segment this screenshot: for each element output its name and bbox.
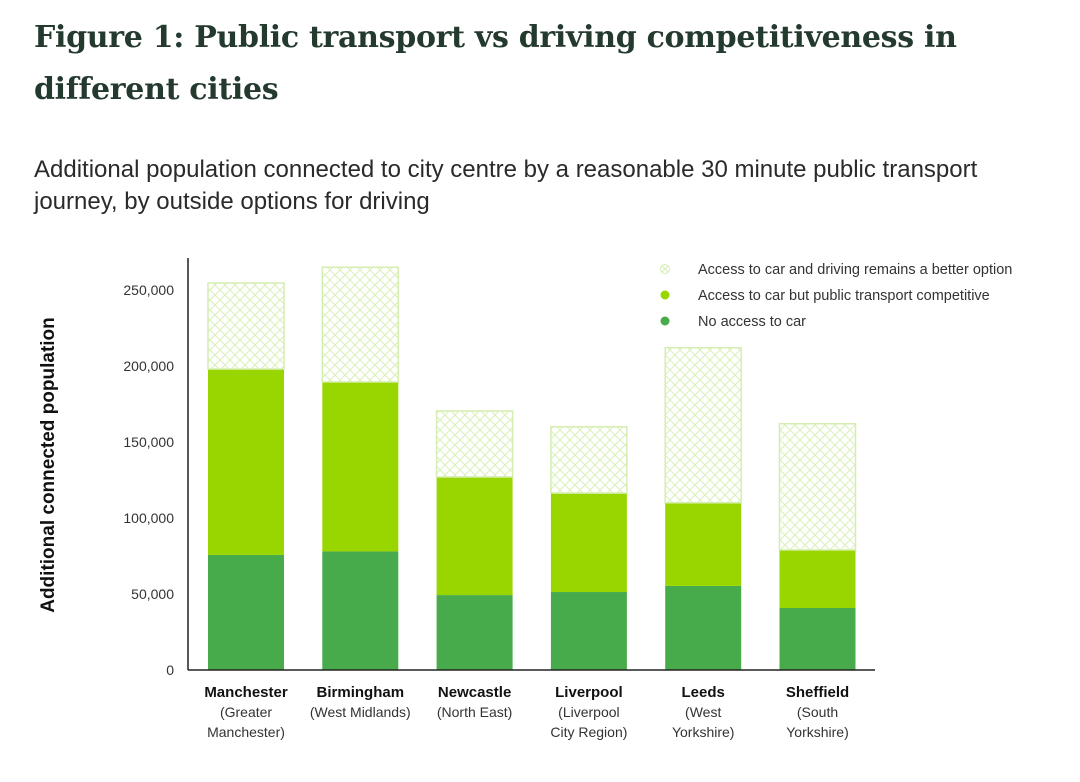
y-tick-label: 100,000: [123, 510, 174, 526]
y-axis-label: Additional connected population: [38, 317, 59, 613]
bar-segment-driving-better: [778, 423, 857, 551]
x-tick-label: Newcastle: [438, 684, 511, 701]
x-tick-sublabel: Yorkshire): [672, 724, 735, 740]
legend-label: No access to car: [698, 314, 806, 330]
bar-segment-no-car: [779, 607, 856, 670]
bar-segment-pt-competitive: [779, 549, 856, 608]
bar-segment-no-car: [550, 592, 627, 670]
bar-segment-pt-competitive: [322, 381, 399, 552]
x-tick-label: Birmingham: [317, 684, 405, 701]
bar-segment-pt-competitive: [208, 369, 284, 555]
x-axis: Manchester (Greater Manchester) Birmingham (…: [188, 669, 875, 740]
bar-segment-driving-better: [321, 266, 400, 383]
legend: Access to car and driving remains a bett…: [660, 262, 1012, 330]
y-tick-label: 250,000: [123, 282, 174, 298]
y-tick-label: 0: [166, 662, 174, 678]
x-tick-sublabel: (North East): [437, 704, 512, 720]
figure-title: Figure 1: Public transport vs driving co…: [34, 20, 957, 107]
bar-segment-pt-competitive: [665, 502, 742, 586]
chart-subtitle: Additional population connected to city …: [34, 156, 978, 215]
x-tick-sublabel: (Liverpool: [558, 704, 619, 720]
x-tick-label: Sheffield: [786, 684, 849, 701]
bar-segment-pt-competitive: [550, 493, 627, 593]
x-tick-label: Manchester: [204, 684, 288, 701]
bar-segment-pt-competitive: [436, 476, 513, 596]
x-tick-sublabel: (South: [797, 704, 838, 720]
bar-segment-no-car: [322, 551, 399, 670]
x-tick-sublabel: (West Midlands): [310, 704, 411, 720]
bar-segment-no-car: [436, 595, 513, 670]
bar-segment-driving-better: [550, 426, 628, 494]
x-tick-label: Leeds: [682, 684, 725, 701]
bars-group: [207, 266, 857, 670]
bar-segment-no-car: [208, 554, 284, 670]
bar-segment-driving-better: [435, 410, 514, 478]
x-tick-sublabel: City Region): [550, 724, 627, 740]
y-tick-label: 50,000: [131, 586, 174, 602]
x-tick-sublabel: (West: [685, 704, 721, 720]
bar-segment-driving-better: [207, 282, 285, 370]
y-axis: 0 50,000 100,000 150,000 200,000 250,000: [123, 258, 189, 678]
legend-label: Access to car but public transport compe…: [698, 288, 990, 304]
x-tick-label: Liverpool: [555, 684, 623, 701]
x-tick-sublabel: (Greater: [220, 704, 272, 720]
x-tick-sublabel: Manchester): [207, 724, 285, 740]
bar-segment-driving-better: [664, 347, 742, 504]
legend-hatch-mark: [661, 265, 669, 273]
y-tick-label: 200,000: [123, 358, 174, 374]
y-tick-label: 150,000: [123, 434, 174, 450]
legend-label: Access to car and driving remains a bett…: [698, 262, 1012, 278]
legend-marker: [660, 290, 670, 300]
bar-segment-no-car: [665, 585, 742, 670]
legend-marker: [660, 316, 670, 326]
x-tick-sublabel: Yorkshire): [786, 724, 849, 740]
